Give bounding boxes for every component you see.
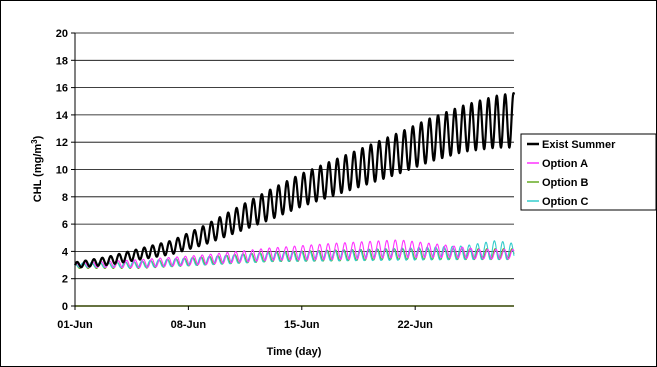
- legend-label: Option C: [542, 196, 588, 208]
- series-line: [74, 240, 515, 269]
- y-tick-label: 2: [62, 274, 68, 286]
- legend-label: Exist Summer: [542, 139, 616, 151]
- x-tick-label: 08-Jun: [171, 319, 207, 331]
- y-axis-label-close: ): [32, 135, 44, 139]
- y-tick-label: 4: [62, 246, 69, 258]
- y-axis-label-main: CHL (mg/m: [32, 144, 44, 203]
- y-tick-label: 18: [56, 55, 68, 67]
- x-tick-label: 15-Jun: [284, 319, 320, 331]
- y-axis-label-superscript: 3: [30, 139, 39, 144]
- y-tick-label: 12: [56, 137, 68, 149]
- series-line: [74, 239, 515, 269]
- series-layer: [73, 92, 516, 307]
- y-tick-label: 10: [56, 165, 68, 177]
- legend-label: Option A: [542, 158, 588, 170]
- y-axis-label: CHL (mg/m3): [30, 135, 44, 202]
- x-tick-label: 01-Jun: [57, 319, 93, 331]
- y-tick-labels: 0 2 4 6 8 10 12 14 16 18 20: [56, 28, 75, 313]
- y-tick-label: 16: [56, 83, 68, 95]
- y-tick-label: 8: [62, 192, 68, 204]
- x-axis-label: Time (day): [267, 346, 322, 358]
- y-tick-label: 0: [62, 301, 68, 313]
- y-tick-label: 20: [56, 28, 68, 40]
- horizontal-gridlines: [75, 32, 514, 280]
- legend-box: [520, 133, 656, 211]
- y-tick-label: 14: [56, 110, 69, 122]
- x-tick-label: 22-Jun: [397, 319, 433, 331]
- y-tick-label: 6: [62, 219, 68, 231]
- legend: Exist Summer Option A Option B Option C: [520, 133, 656, 211]
- legend-label: Option B: [542, 177, 588, 189]
- series-line: [73, 92, 516, 269]
- x-tick-labels: 01-Jun 08-Jun 15-Jun 22-Jun: [57, 306, 433, 331]
